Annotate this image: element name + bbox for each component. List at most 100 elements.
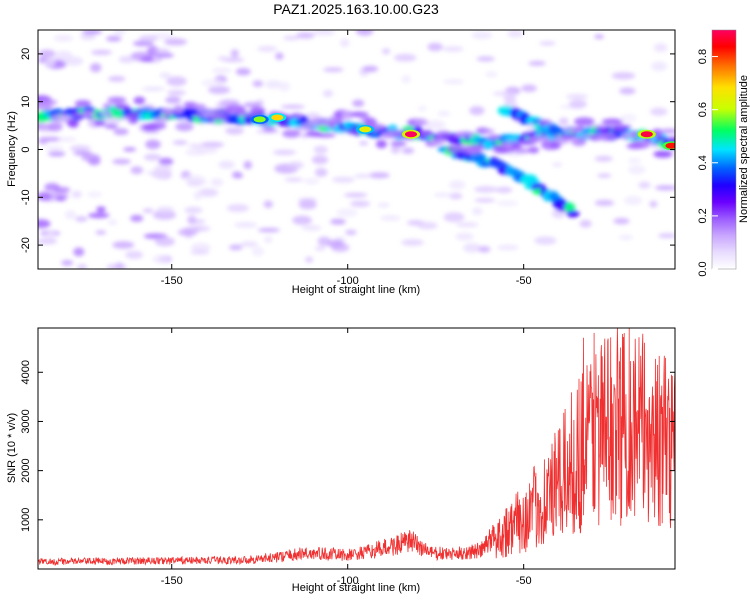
noise-blob xyxy=(64,210,77,220)
noise-blob xyxy=(142,208,154,213)
peak-core xyxy=(253,116,266,123)
noise-blob xyxy=(424,120,446,130)
noise-blob xyxy=(75,216,88,222)
halo-blob xyxy=(290,113,304,119)
noise-blob xyxy=(138,35,158,42)
colorbar-gradient xyxy=(712,30,736,269)
noise-blob xyxy=(152,255,170,264)
noise-blob xyxy=(474,186,498,193)
noise-blob xyxy=(471,31,493,40)
halo-blob xyxy=(560,134,575,140)
noise-blob xyxy=(534,236,557,245)
halo-blob xyxy=(262,126,276,132)
noise-blob xyxy=(252,80,264,88)
noise-blob xyxy=(81,153,101,162)
noise-blob xyxy=(654,185,675,191)
noise-blob xyxy=(278,81,290,92)
noise-blob xyxy=(211,68,232,73)
peak-core xyxy=(665,142,675,149)
noise-blob xyxy=(118,55,135,64)
noise-blob xyxy=(44,183,60,192)
noise-blob xyxy=(323,67,344,73)
noise-blob xyxy=(107,219,118,226)
noise-blob xyxy=(469,106,485,116)
noise-blob xyxy=(336,208,358,218)
noise-blob xyxy=(166,76,187,87)
snr-x-ticks: -150 -100 -50 xyxy=(161,328,532,587)
halo-blob xyxy=(429,138,446,146)
colorbar-tick-label: 0.0 xyxy=(697,261,709,276)
x-tick-label: -100 xyxy=(337,275,359,287)
noise-blob xyxy=(638,181,651,189)
halo-blob xyxy=(99,111,112,117)
halo-blob xyxy=(562,126,584,134)
noise-blob xyxy=(368,172,390,179)
noise-blob xyxy=(628,158,641,164)
noise-blob xyxy=(190,249,210,255)
noise-blob xyxy=(38,137,49,145)
noise-blob xyxy=(263,200,273,209)
noise-blob xyxy=(345,229,357,236)
noise-blob xyxy=(359,140,369,146)
noise-blob xyxy=(251,246,264,257)
y-tick-label: -20 xyxy=(20,237,32,253)
noise-blob xyxy=(184,206,203,214)
noise-blob xyxy=(597,173,612,178)
noise-blob xyxy=(316,30,332,34)
noise-blob xyxy=(298,200,317,210)
halo-blob xyxy=(133,96,146,105)
noise-blob xyxy=(130,166,144,175)
noise-blob xyxy=(153,169,168,180)
noise-blob xyxy=(73,247,85,257)
branch-blob xyxy=(566,210,580,218)
heatmap-area xyxy=(38,30,675,269)
noise-blob xyxy=(401,75,411,84)
noise-blob xyxy=(651,61,668,72)
noise-blob xyxy=(579,219,592,228)
noise-blob xyxy=(53,34,73,42)
halo-blob xyxy=(127,110,140,121)
colorbar-label: Normalized spectral amplitude xyxy=(738,75,750,223)
noise-blob xyxy=(44,145,64,152)
noise-blob xyxy=(96,206,106,213)
noise-blob xyxy=(401,239,424,246)
halo-blob xyxy=(482,129,495,134)
y-tick-label: 0 xyxy=(20,146,32,152)
noise-blob xyxy=(287,161,304,169)
noise-blob xyxy=(108,75,126,82)
halo-blob xyxy=(528,135,550,142)
halo-blob xyxy=(597,132,617,141)
noise-blob xyxy=(569,99,587,109)
halo-blob xyxy=(243,102,261,108)
halo-blob xyxy=(601,118,624,125)
noise-blob xyxy=(449,192,463,200)
halo-blob xyxy=(376,139,387,149)
halo-blob xyxy=(173,104,184,115)
noise-blob xyxy=(565,94,589,100)
halo-blob xyxy=(115,104,130,110)
noise-blob xyxy=(158,157,174,166)
noise-blob xyxy=(322,89,334,98)
noise-blob xyxy=(343,193,368,198)
noise-blob xyxy=(492,91,517,96)
noise-blob xyxy=(152,210,177,220)
noise-blob xyxy=(240,241,258,248)
peak-core xyxy=(640,131,653,138)
noise-blob xyxy=(123,147,137,152)
noise-blob xyxy=(201,79,225,87)
halo-blob xyxy=(175,122,194,132)
halo-blob xyxy=(347,129,360,135)
snr-panel: -150 -100 -50 1000 2000 3000 4000 Height of s… xyxy=(6,327,676,594)
noise-blob xyxy=(106,35,122,42)
noise-blob xyxy=(76,263,88,269)
halo-blob xyxy=(38,122,48,130)
halo-blob xyxy=(495,146,516,154)
noise-blob xyxy=(292,215,312,225)
noise-blob xyxy=(594,199,615,206)
noise-blob xyxy=(417,105,427,112)
halo-blob xyxy=(639,138,654,144)
y-tick-label: 1000 xyxy=(20,508,32,532)
noise-blob xyxy=(193,190,203,201)
halo-blob xyxy=(146,122,167,130)
snr-y-label: SNR (10 * v/v) xyxy=(6,413,18,483)
